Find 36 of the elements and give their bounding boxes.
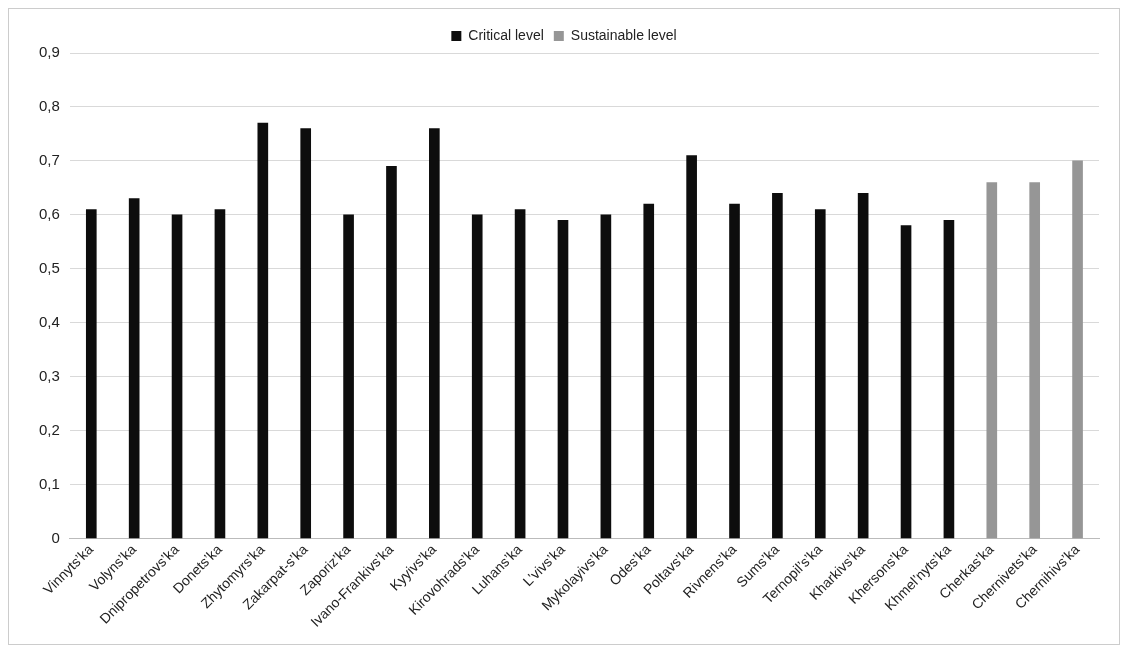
bar (214, 209, 226, 539)
y-tick-label: 0,9 (38, 43, 60, 61)
y-tick-label: 0,3 (38, 366, 60, 384)
bar (128, 198, 140, 539)
legend-label: Critical level (468, 26, 544, 43)
bar (257, 122, 269, 539)
bar (772, 192, 783, 539)
bar (514, 209, 526, 539)
bar (986, 182, 998, 539)
bar (814, 209, 826, 539)
bar (557, 219, 569, 539)
y-tick-label: 0,1 (38, 474, 60, 492)
bar (729, 203, 740, 539)
bar (171, 214, 183, 539)
y-tick-label: 0,5 (38, 258, 60, 276)
bar (1029, 182, 1041, 539)
bar (1072, 160, 1083, 539)
bar (471, 214, 483, 539)
bar (857, 192, 869, 539)
bar (643, 203, 655, 539)
y-tick-label: 0,7 (38, 151, 60, 169)
y-tick-label: 0,4 (38, 312, 60, 330)
bar (686, 155, 697, 539)
y-tick-label: 0 (51, 528, 60, 546)
bar (900, 225, 912, 539)
bar (300, 128, 312, 539)
bar (85, 209, 97, 539)
y-tick-label: 0,6 (38, 204, 60, 222)
legend-label: Sustainable level (570, 26, 677, 43)
bar (943, 219, 955, 539)
bar (600, 214, 612, 539)
bar (386, 165, 397, 539)
y-tick-label: 0,2 (38, 420, 60, 438)
bar (429, 128, 440, 539)
bar (343, 214, 354, 539)
y-tick-label: 0,8 (38, 97, 60, 115)
